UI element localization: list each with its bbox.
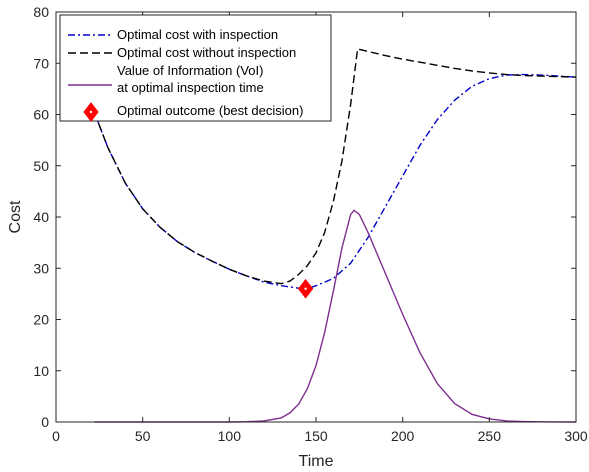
x-tick-label: 300 [564, 428, 588, 444]
y-tick-label: 40 [33, 209, 49, 225]
y-tick-label: 30 [33, 260, 49, 276]
y-tick-label: 70 [33, 55, 49, 71]
optimal-outcome-marker-center [304, 287, 307, 290]
y-tick-label: 50 [33, 158, 49, 174]
legend-box [59, 14, 332, 122]
x-axis-label: Time [299, 453, 334, 470]
x-tick-label: 200 [391, 428, 415, 444]
x-tick-label: 0 [52, 428, 60, 444]
series-layer [93, 48, 577, 423]
x-tick-label: 50 [135, 428, 151, 444]
x-tick-label: 100 [218, 428, 242, 444]
legend: Optimal cost with inspection Optimal cost… [59, 14, 332, 122]
x-tick-label: 150 [304, 428, 328, 444]
legend-label: at optimal inspection time [117, 80, 264, 95]
legend-label: Optimal outcome (best decision) [117, 103, 303, 118]
series-line-2 [94, 209, 577, 423]
y-tick-label: 20 [33, 312, 49, 328]
legend-marker-diamond-center [89, 110, 93, 114]
y-tick-label: 80 [33, 4, 49, 20]
series-line-1 [93, 48, 577, 285]
legend-label: Optimal cost without inspection [117, 45, 296, 60]
x-tick-label: 250 [478, 428, 502, 444]
y-tick-label: 10 [33, 363, 49, 379]
y-axis-label: Cost [7, 200, 24, 233]
y-tick-label: 0 [41, 414, 49, 430]
legend-label: Value of Information (VoI) [117, 63, 263, 78]
legend-label: Optimal cost with inspection [117, 27, 278, 42]
y-tick-label: 60 [33, 107, 49, 123]
series-line-0 [93, 73, 577, 290]
